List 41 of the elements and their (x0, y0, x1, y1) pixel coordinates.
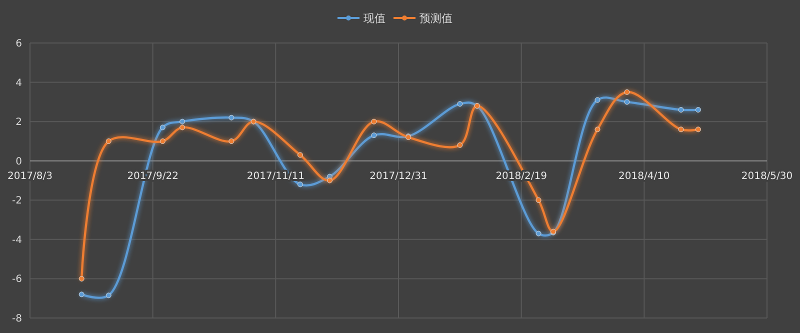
point (297, 152, 303, 158)
legend-label: 预测值 (420, 12, 452, 25)
point (457, 142, 463, 148)
point (297, 182, 303, 188)
point (371, 118, 377, 124)
point (594, 126, 600, 132)
legend-label: 现值 (364, 12, 386, 25)
point (594, 97, 600, 103)
point (180, 124, 186, 130)
point (106, 292, 112, 298)
point (180, 118, 186, 124)
point (160, 138, 166, 144)
point (624, 99, 630, 105)
point (228, 138, 234, 144)
x-tick-label: 2018/4/10 (618, 170, 670, 182)
point (78, 292, 84, 298)
point (160, 124, 166, 130)
x-tick-label: 2017/8/3 (8, 170, 52, 182)
point (457, 101, 463, 107)
point (326, 178, 332, 184)
point (106, 138, 112, 144)
point (78, 276, 84, 282)
y-tick-label: -6 (12, 274, 22, 286)
point (536, 197, 542, 203)
x-tick-label: 2017/12/31 (370, 170, 428, 182)
point (678, 126, 684, 132)
point (228, 114, 234, 120)
y-tick-label: -2 (12, 196, 22, 207)
point (536, 230, 542, 236)
y-tick-label: 6 (16, 38, 22, 50)
y-tick-label: -8 (12, 314, 22, 324)
y-tick-label: 0 (16, 156, 22, 168)
point (695, 107, 701, 113)
point (695, 126, 701, 132)
point (371, 132, 377, 138)
y-tick-label: -4 (12, 234, 22, 246)
point (624, 89, 630, 95)
x-tick-label: 2018/5/30 (741, 170, 793, 182)
point (678, 107, 684, 113)
y-tick-label: 2 (16, 117, 22, 128)
y-tick-label: 4 (16, 78, 22, 89)
